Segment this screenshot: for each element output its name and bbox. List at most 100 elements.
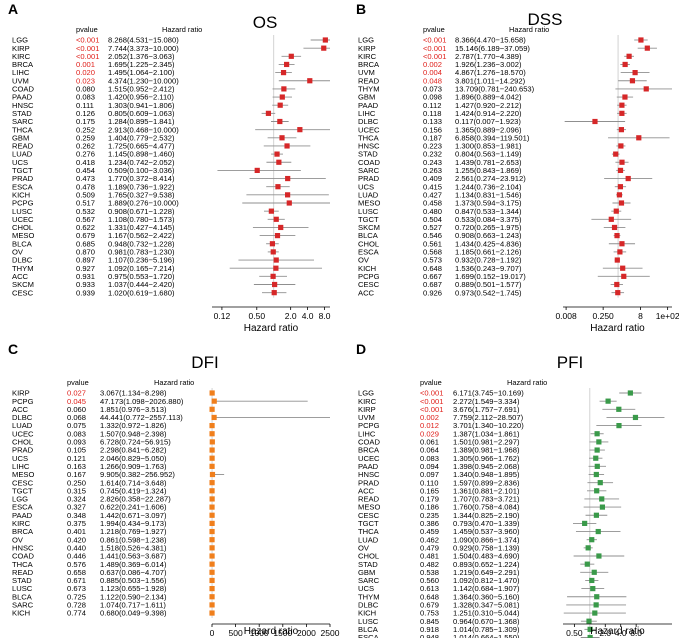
forest-row: THYM 0.927 1.092(0.165−7.214) xyxy=(12,264,323,273)
forest-row: PRAD 0.105 2.298(0.841−6.282) xyxy=(12,446,215,455)
pvalue-label: 0.232 xyxy=(423,150,442,159)
hazard-ratio-marker xyxy=(622,94,628,100)
forest-row: CESC 0.939 1.020(0.619−1.680) xyxy=(12,288,287,297)
hazard-ratio-label: 1.994(0.434−9.173) xyxy=(100,519,167,528)
forest-row: TGCT 0.454 0.509(0.100−3.036) xyxy=(12,166,301,175)
hazard-ratio-label: 1.725(0.665−4.477) xyxy=(108,142,175,151)
hazard-ratio-marker xyxy=(638,37,644,43)
pvalue-label: 0.324 xyxy=(67,495,86,504)
hazard-ratio-marker xyxy=(276,159,282,165)
x-tick-label: 500 xyxy=(229,628,243,638)
pvalue-label: 0.673 xyxy=(67,584,86,593)
x-tick-label: 4.0 xyxy=(615,628,627,638)
cancer-type-label: BLCA xyxy=(12,592,33,601)
hazard-ratio-marker xyxy=(619,159,625,165)
cancer-type-label: THYM xyxy=(12,264,34,273)
forest-row: KIRP 0.027 3.067(1.134−8.298) xyxy=(12,389,215,398)
hazard-ratio-label: 2.272(1.549−3.334) xyxy=(453,397,520,406)
pvalue-label: 0.440 xyxy=(67,543,86,552)
cancer-type-label: HNSC xyxy=(12,543,34,552)
hazard-ratio-label: 0.885(0.503−1.556) xyxy=(100,576,167,585)
hazard-ratio-marker xyxy=(211,414,217,421)
hazard-ratio-label: 1.770(0.372−8.414) xyxy=(108,174,175,183)
forest-row: GBM 0.098 1.896(0.889−4.042) xyxy=(358,93,634,102)
cancer-type-label: STAD xyxy=(358,560,378,569)
cancer-type-label: ESCA xyxy=(12,182,34,191)
forest-row: PAAD 0.083 1.420(0.956−2.110) xyxy=(12,93,292,102)
hazard-ratio-marker xyxy=(618,127,625,133)
pvalue-label: 0.667 xyxy=(423,272,442,281)
forest-row: UCS 0.415 1.244(0.736−2.104) xyxy=(358,182,627,191)
cancer-type-label: PAAD xyxy=(12,93,33,102)
x-axis: 0.008 0.250 8 1e+02 Hazard ratio xyxy=(555,306,679,334)
pvalue-column-header: pvalue xyxy=(420,378,442,387)
hazard-ratio-label: 4.867(1.276−18.570) xyxy=(455,68,526,77)
pvalue-label: 0.504 xyxy=(423,215,442,224)
hazard-ratio-marker xyxy=(608,216,614,222)
hazard-ratio-label: 1.142(0.684−1.907) xyxy=(453,584,520,593)
hazard-ratio-marker xyxy=(270,273,276,279)
forest-row: OV 0.479 0.929(0.758−1.139) xyxy=(358,543,593,552)
hazard-ratio-marker xyxy=(321,45,327,51)
hazard-ratio-label: 1.459(0.537−3.960) xyxy=(453,527,520,536)
hazard-ratio-marker xyxy=(209,586,215,592)
hazard-ratio-label: 0.680(0.049−9.398) xyxy=(100,609,167,618)
x-tick-label: 1e+02 xyxy=(656,311,679,321)
pvalue-label: 0.027 xyxy=(67,389,86,398)
forest-row: LIHC 0.118 1.424(0.914−2.220) xyxy=(358,109,627,118)
forest-row: LGG <0.001 6.171(3.745−10.169) xyxy=(358,389,642,398)
hazard-ratio-column-header: Hazard ratio xyxy=(507,378,547,387)
pvalue-label: <0.001 xyxy=(423,44,446,53)
panel-dss: B DSS pvalue Hazard ratio LGG <0.001 8.366(4.4… xyxy=(356,1,679,334)
forest-row: SARC 0.728 1.074(0.717−1.611) xyxy=(12,601,215,610)
panel-title: OS xyxy=(253,13,278,32)
x-tick-label: 0.12 xyxy=(214,311,231,321)
hazard-ratio-label: 0.117(0.007−1.923) xyxy=(455,117,521,126)
pvalue-label: 0.648 xyxy=(420,592,439,601)
hazard-ratio-label: 0.847(0.533−1.344) xyxy=(455,207,522,216)
cancer-type-label: UVM xyxy=(358,68,375,77)
hazard-ratio-marker xyxy=(274,151,280,157)
cancer-type-label: CHOL xyxy=(358,239,379,248)
hazard-ratio-column-header: Hazard ratio xyxy=(509,25,549,34)
pvalue-label: 0.897 xyxy=(76,256,95,265)
x-tick-label: 0.008 xyxy=(555,311,577,321)
pvalue-label: 0.064 xyxy=(420,446,439,455)
pvalue-label: 0.479 xyxy=(420,543,439,552)
panel-title: DFI xyxy=(191,353,218,372)
hazard-ratio-label: 1.699(0.152−19.017) xyxy=(455,272,526,281)
forest-row: UCS 0.418 1.234(0.742−2.052) xyxy=(12,158,292,167)
forest-row: PRAD 0.473 1.770(0.372−8.414) xyxy=(12,174,326,183)
pvalue-label: 0.622 xyxy=(76,223,95,232)
hazard-ratio-marker xyxy=(614,233,620,239)
x-tick-label: 2000 xyxy=(297,628,316,638)
pvalue-label: 0.179 xyxy=(420,495,439,504)
hazard-ratio-label: 0.805(0.609−1.063) xyxy=(108,109,175,118)
cancer-type-label: STAD xyxy=(358,150,378,159)
cancer-type-label: TGCT xyxy=(358,215,379,224)
pvalue-label: 0.931 xyxy=(76,272,95,281)
pvalue-label: 0.415 xyxy=(423,182,442,191)
pvalue-label: 0.401 xyxy=(67,527,86,536)
panel-label: D xyxy=(356,341,366,357)
hazard-ratio-marker xyxy=(209,520,215,526)
forest-row: ESCA 0.327 0.622(0.241−1.606) xyxy=(12,503,215,512)
pvalue-label: 0.259 xyxy=(76,133,95,142)
cancer-type-label: STAD xyxy=(12,576,32,585)
hazard-ratio-marker xyxy=(268,208,274,214)
forest-row: THCA 0.187 6.858(0.394−119.501) xyxy=(358,133,670,142)
hazard-ratio-label: 1.284(0.895−1.841) xyxy=(108,117,175,126)
cancer-type-label: READ xyxy=(12,142,34,151)
hazard-ratio-label: 1.020(0.619−1.680) xyxy=(108,288,175,297)
pvalue-column-header: pvalue xyxy=(67,378,89,387)
forest-row: READ 0.658 0.637(0.086−4.707) xyxy=(12,568,215,577)
forest-row: KICH 0.648 1.536(0.243−9.707) xyxy=(358,264,643,273)
forest-row: UCEC 0.083 1.507(0.948−2.398) xyxy=(12,429,215,438)
forest-row: LUAD 0.462 1.090(0.866−1.374) xyxy=(358,535,597,544)
hazard-ratio-label: 0.908(0.663−1.243) xyxy=(455,231,522,240)
cancer-type-label: PRAD xyxy=(358,174,380,183)
pvalue-label: 0.263 xyxy=(423,166,442,175)
pvalue-label: 0.156 xyxy=(423,125,442,134)
pvalue-label: 0.045 xyxy=(67,397,86,406)
hazard-ratio-label: 1.300(0.853−1.981) xyxy=(455,142,522,151)
